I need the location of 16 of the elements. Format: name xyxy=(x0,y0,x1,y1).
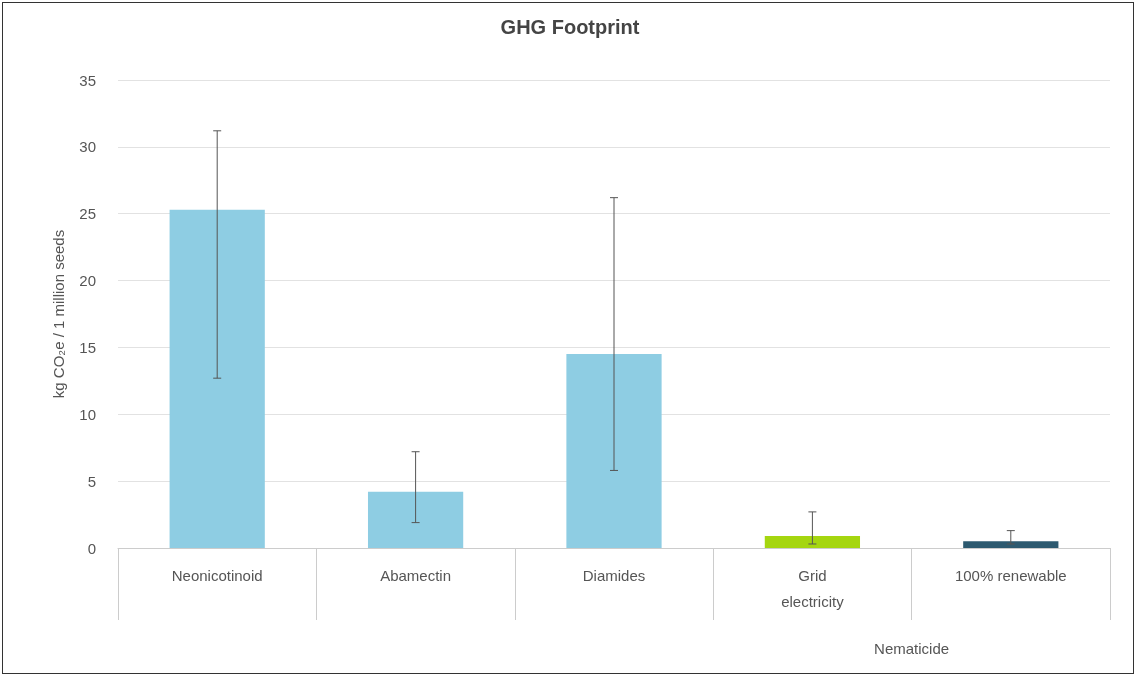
x-tick-label: 100% renewable xyxy=(954,566,1067,584)
text: Nematicide xyxy=(874,639,950,657)
y-tick-label: 20 xyxy=(79,272,96,290)
y-tick-label: 15 xyxy=(79,338,96,356)
y-tick-label: 30 xyxy=(79,138,96,156)
x-tick-label: Abamectin xyxy=(380,566,452,584)
y-tick-label: 10 xyxy=(79,405,96,423)
chart-title: GHG Footprint xyxy=(500,16,640,38)
y-tick-label: 0 xyxy=(87,539,96,557)
x-tick-label: Grid electricity xyxy=(781,566,845,610)
x-tick-label: Neonicotinoid xyxy=(171,566,263,584)
y-tick-label: 5 xyxy=(87,472,96,490)
y-axis-title: kg CO₂e / 1 million seeds xyxy=(50,229,67,399)
x-tick-label: Diamides xyxy=(582,566,646,584)
y-tick-label: 25 xyxy=(79,205,96,223)
y-tick-label: 35 xyxy=(79,71,96,89)
